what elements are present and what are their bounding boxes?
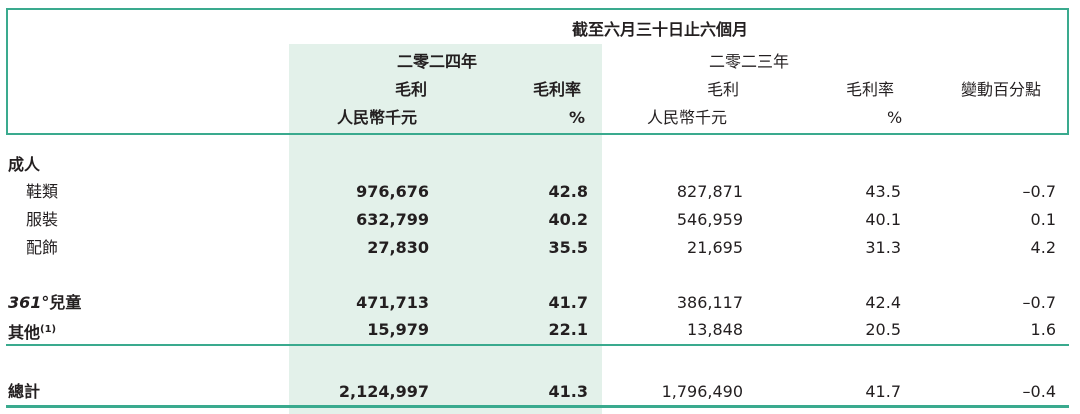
margin-2024-header: 毛利率 [533,80,582,99]
margin-2023-cell: 40.1 [865,210,901,229]
row-label: 其他(1) [8,320,56,343]
row-label: 配飾 [26,238,59,257]
brand-mark: 361° [8,293,50,312]
unit-rmb-2024: 人民幣千元 [337,108,418,127]
total-divider [6,405,1069,408]
margin-2023-cell: 42.4 [865,293,901,312]
change-cell: 0.1 [1030,210,1056,229]
row-label: 鞋類 [26,182,59,201]
gp-2024-cell: 15,979 [367,320,429,339]
change-cell: –0.7 [1022,293,1056,312]
change-cell: 4.2 [1030,238,1056,257]
margin-2024-cell: 35.5 [548,238,588,257]
row-label-adult: 成人 [8,155,41,174]
margin-2024-cell: 40.2 [548,210,588,229]
margin-2024-total: 41.3 [548,382,588,401]
margin-2023-header: 毛利率 [846,80,895,99]
footnote-marker: (1) [40,324,57,335]
change-total: –0.4 [1022,382,1056,401]
year-2023-header: 二零二三年 [709,52,790,71]
gp-2024-cell: 471,713 [356,293,429,312]
period-header: 截至六月三十日止六個月 [572,20,749,39]
unit-rmb-2023: 人民幣千元 [647,108,728,127]
gp-2024-cell: 976,676 [356,182,429,201]
margin-2023-cell: 20.5 [865,320,901,339]
change-cell: 1.6 [1030,320,1056,339]
row-label: 361°兒童 [8,293,81,313]
total-label: 總計 [8,382,41,401]
row-label-text: 其他 [8,323,41,342]
header-box [6,8,1069,135]
gross-profit-2023-header: 毛利 [707,80,740,99]
gp-2023-cell: 21,695 [687,238,743,257]
gp-2023-cell: 546,959 [676,210,743,229]
unit-pct-2024: % [569,108,586,127]
change-header: 變動百分點 [961,80,1042,99]
gp-2023-total: 1,796,490 [661,382,743,401]
row-label: 服裝 [26,210,59,229]
gp-2023-cell: 13,848 [687,320,743,339]
gp-2024-total: 2,124,997 [338,382,429,401]
subtotal-divider [6,344,1069,346]
margin-2023-total: 41.7 [865,382,901,401]
margin-2024-cell: 22.1 [548,320,588,339]
gp-2023-cell: 827,871 [676,182,743,201]
unit-pct-2023: % [887,108,903,127]
gross-profit-2024-header: 毛利 [395,80,428,99]
gp-2023-cell: 386,117 [676,293,743,312]
margin-2023-cell: 43.5 [865,182,901,201]
margin-2023-cell: 31.3 [865,238,901,257]
margin-2024-cell: 41.7 [548,293,588,312]
year-2024-header: 二零二四年 [397,52,478,71]
change-cell: –0.7 [1022,182,1056,201]
margin-2024-cell: 42.8 [548,182,588,201]
gp-2024-cell: 632,799 [356,210,429,229]
gp-2024-cell: 27,830 [367,238,429,257]
row-label-text: 兒童 [49,293,82,312]
highlight-column-2024 [289,44,602,414]
